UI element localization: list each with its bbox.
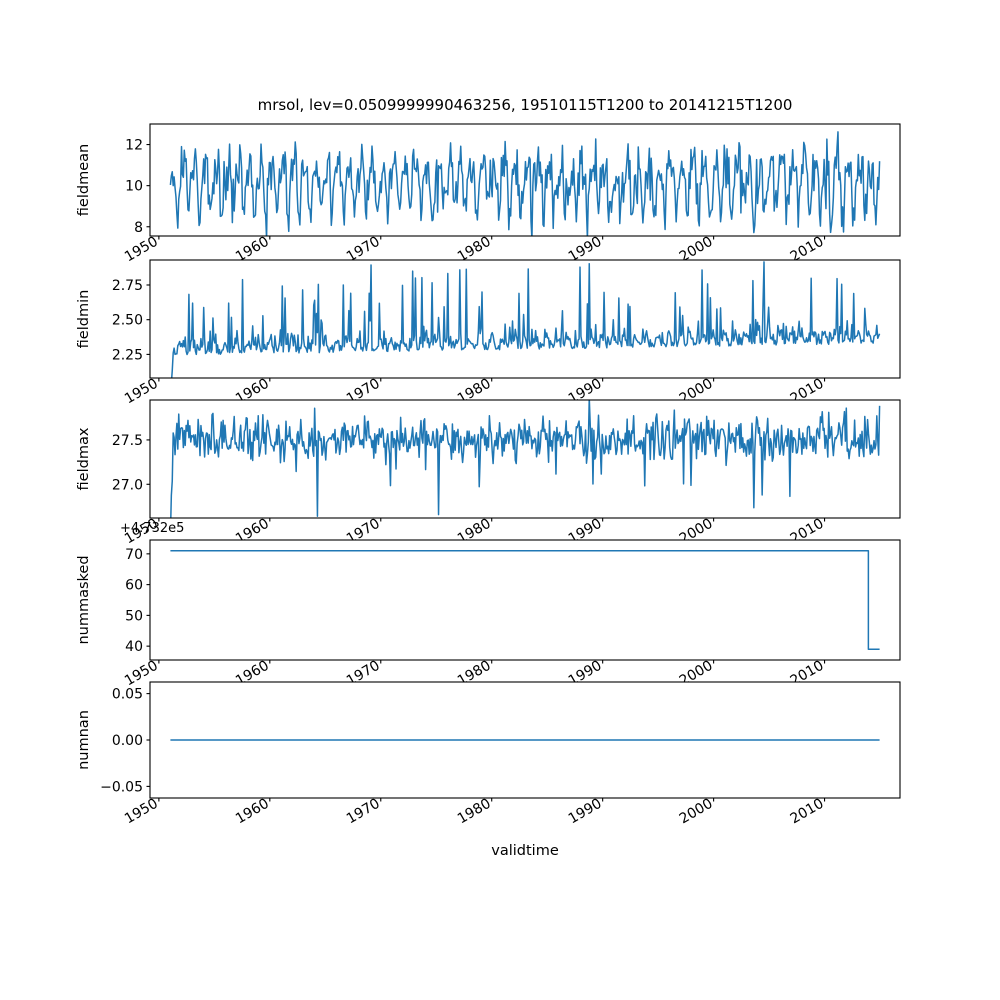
panel-spines-fieldmean xyxy=(149,123,901,237)
figure-title: mrsol, lev=0.0509999990463256, 19510115T… xyxy=(258,96,793,114)
series-line-fieldmean xyxy=(169,131,881,236)
y-axis-label-fieldmin: fieldmin xyxy=(76,290,92,349)
y-tick-label: 8 xyxy=(134,220,143,236)
y-axis-label-nummasked: nummasked xyxy=(76,555,92,644)
panel-background-fieldmin xyxy=(150,260,900,378)
y-tick-label: 2.25 xyxy=(112,347,143,363)
y-tick-label: 60 xyxy=(125,578,143,594)
panel-background-nummasked xyxy=(150,540,900,660)
y-tick-label: 12 xyxy=(125,138,143,154)
panel-spines-nummasked xyxy=(149,539,901,661)
y-tick-label: 10 xyxy=(125,179,143,195)
series-line-fieldmin xyxy=(170,261,881,378)
y-tick-label: 0.05 xyxy=(112,687,143,703)
y-axis-label-fieldmax: fieldmax xyxy=(76,427,92,490)
y-tick-label: −0.05 xyxy=(100,779,143,795)
y-axis-label-numnan: numnan xyxy=(76,710,92,770)
y-tick-label: 40 xyxy=(125,639,143,655)
y-tick-label: 70 xyxy=(125,547,143,563)
y-tick-label: 27.0 xyxy=(112,477,143,493)
series-line-fieldmax xyxy=(170,400,881,518)
y-tick-label: 0.00 xyxy=(112,733,143,749)
series-line-nummasked xyxy=(170,550,880,650)
y-tick-label: 2.75 xyxy=(112,278,143,294)
x-axis-label: validtime xyxy=(491,843,559,859)
panel-spines-fieldmin xyxy=(149,259,901,379)
y-axis-offset-label-nummasked: +4.732e5 xyxy=(120,521,184,536)
y-tick-label: 2.50 xyxy=(112,313,143,329)
y-axis-label-fieldmean: fieldmean xyxy=(76,144,92,216)
y-tick-label: 50 xyxy=(125,608,143,624)
y-tick-label: 27.5 xyxy=(112,433,143,449)
panel-spines-fieldmax xyxy=(149,399,901,519)
